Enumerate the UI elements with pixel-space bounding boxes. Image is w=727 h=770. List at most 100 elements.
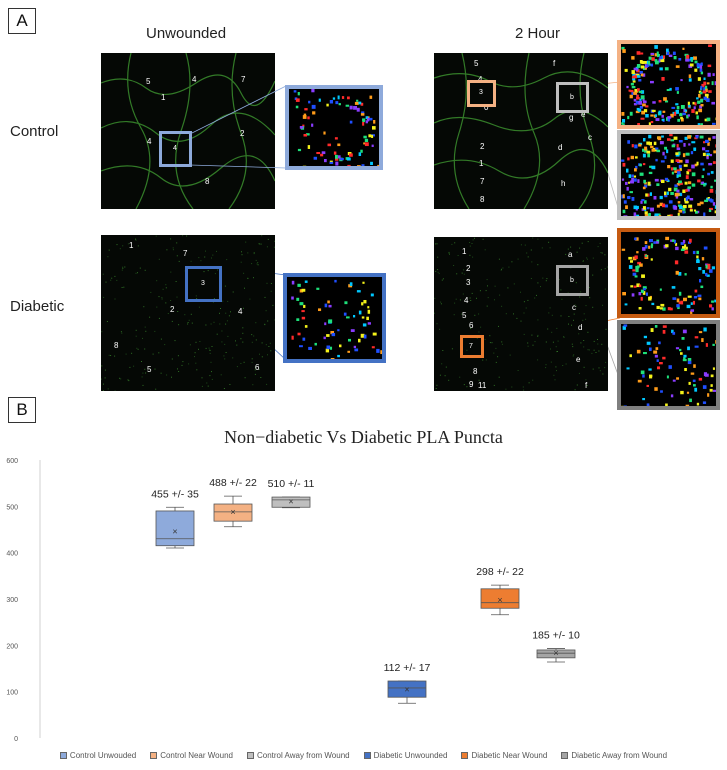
chart-title: Non−diabetic Vs Diabetic PLA Puncta <box>224 427 503 447</box>
column-title-2hour: 2 Hour <box>515 25 561 42</box>
cell-label: 4 <box>238 307 243 316</box>
pla-puncta-image <box>621 324 718 409</box>
cell-label: h <box>561 179 566 188</box>
micrograph-control-2hour: 5 4 0 2 1 7 8 f g e c d h 3 b <box>434 53 608 209</box>
legend-swatch <box>363 752 371 759</box>
box-diabetic-unwounded: × 112 +/- 17 <box>384 662 431 704</box>
mean-marker: × <box>230 507 235 517</box>
mean-marker: × <box>553 648 558 658</box>
roi-label: 3 <box>479 89 483 96</box>
y-tick-label: 100 <box>6 690 18 697</box>
box-control-unwouded: × 455 +/- 35 <box>151 488 199 549</box>
cell-label: 4 <box>147 137 152 146</box>
cell-label: 4 <box>478 75 483 84</box>
roi-label: b <box>570 94 574 101</box>
cell-label: 6 <box>469 321 474 330</box>
cell-label: 5 <box>146 77 151 86</box>
cell-label: e <box>576 355 581 364</box>
zoom-diabetic-near-wound <box>617 228 720 318</box>
legend-label: Control Away from Wound <box>256 751 350 760</box>
cell-membrane-pattern <box>434 53 608 209</box>
box <box>213 503 253 522</box>
cell-label: d <box>558 143 563 152</box>
cell-label: 8 <box>473 367 478 376</box>
legend-item: Diabetic Away from Wound <box>561 751 667 760</box>
legend-swatch <box>561 752 569 759</box>
cell-label: 1 <box>462 247 467 256</box>
y-tick-label: 200 <box>6 643 18 650</box>
cell-label: 3 <box>466 278 471 287</box>
mean-sd-label: 510 +/- 11 <box>268 478 315 490</box>
legend-swatch <box>246 752 254 759</box>
cell-label: 8 <box>114 341 119 350</box>
y-tick-label: 300 <box>6 597 18 604</box>
faint-stain-pattern <box>101 235 275 391</box>
roi-box <box>556 82 589 113</box>
micrograph-control-unwounded: 5 1 4 7 4 2 8 4 <box>101 53 275 209</box>
micrograph-diabetic-unwounded: 1 7 4 2 8 5 6 3 <box>101 235 275 391</box>
legend-swatch <box>59 752 67 759</box>
mean-sd-label: 455 +/- 35 <box>151 488 199 500</box>
legend-label: Diabetic Unwounded <box>373 751 448 760</box>
cell-label: 2 <box>240 129 245 138</box>
cell-label: 1 <box>161 93 166 102</box>
panel-a-label: A <box>8 8 36 34</box>
box-diabetic-away-from-wound: × 185 +/- 10 <box>532 630 580 663</box>
mean-marker: × <box>404 684 409 694</box>
y-tick-label: 0 <box>14 736 18 743</box>
legend-swatch <box>150 752 158 759</box>
cell-label: f <box>585 381 588 390</box>
box <box>387 680 427 698</box>
mean-marker: × <box>497 595 502 605</box>
cell-label: 4 <box>464 296 469 305</box>
box <box>480 588 520 609</box>
box-control-away-from-wound: × 510 +/- 11 <box>268 478 315 509</box>
zoom-control-unwounded <box>285 85 383 170</box>
box-diabetic-near-wound: × 298 +/- 22 <box>476 566 524 616</box>
cell-label: 5 <box>147 365 152 374</box>
mean-marker: × <box>172 526 177 536</box>
cell-label: c <box>588 133 592 142</box>
cell-label: 7 <box>241 75 246 84</box>
box <box>536 649 576 659</box>
column-title-unwounded: Unwounded <box>146 25 227 42</box>
legend-label: Diabetic Near Wound <box>471 751 548 760</box>
cell-label: d <box>578 323 583 332</box>
cell-label: 5 <box>474 59 479 68</box>
legend-item: Diabetic Unwounded <box>363 751 448 760</box>
micrograph-diabetic-2hour: 1 2 3 4 5 6 8 9 11 a c d e f b 7 <box>434 237 608 391</box>
cell-label: 7 <box>183 249 188 258</box>
zoom-control-away-wound <box>617 130 720 220</box>
cell-label: a <box>568 250 573 259</box>
roi-box <box>460 335 484 358</box>
cell-label: 6 <box>255 363 260 372</box>
legend-label: Control Unwouded <box>69 751 137 760</box>
legend-label: Diabetic Away from Wound <box>571 751 668 760</box>
roi-label: 4 <box>173 145 177 152</box>
legend-item: Diabetic Near Wound <box>461 751 547 760</box>
zoom-diabetic-unwounded <box>283 273 386 363</box>
roi-box <box>159 131 192 167</box>
legend-swatch <box>461 752 469 759</box>
roi-label: 7 <box>469 343 473 350</box>
cell-label: 2 <box>170 305 175 314</box>
roi-box <box>467 80 496 107</box>
cell-label: 5 <box>462 311 467 320</box>
cell-label: f <box>553 59 556 68</box>
mean-sd-label: 185 +/- 10 <box>532 630 580 642</box>
legend-item: Control Near Wound <box>150 751 233 760</box>
chart-legend: Control Unwouded Control Near Wound Contro… <box>0 751 727 760</box>
mean-sd-label: 488 +/- 22 <box>209 477 257 489</box>
cell-label: g <box>569 113 574 122</box>
cell-label: c <box>572 303 576 312</box>
mean-sd-label: 112 +/- 17 <box>384 662 431 674</box>
y-tick-label: 600 <box>6 458 18 465</box>
y-tick-label: 400 <box>6 551 18 558</box>
roi-box <box>556 265 589 296</box>
pla-puncta-image <box>621 236 718 314</box>
roi-label: 3 <box>201 280 205 287</box>
legend-item: Control Unwouded <box>59 751 137 760</box>
legend-label: Control Near Wound <box>160 751 233 760</box>
cell-label: 11 <box>478 381 487 390</box>
zoom-control-near-wound <box>617 40 720 129</box>
